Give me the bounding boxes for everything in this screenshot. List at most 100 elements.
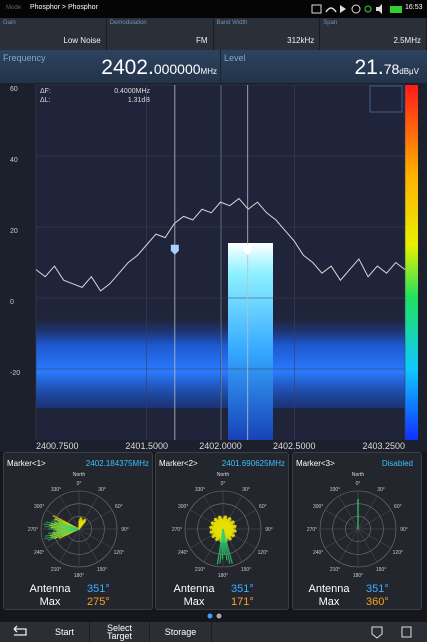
level-value: 21.78dBμV: [354, 56, 419, 80]
frequency-unit: MHz: [201, 67, 217, 76]
back-button[interactable]: [0, 622, 40, 642]
polar-spoke: [358, 496, 377, 529]
page-dot[interactable]: [208, 614, 213, 619]
color-bar: [405, 85, 418, 440]
spectrum-chart: ΔF: 0.4000MHz ΔL: 1.31dB 6040200-202400.…: [0, 83, 427, 452]
x-tick-label: 2403.2500: [362, 441, 405, 451]
polar-angle-label: 30°: [377, 487, 385, 493]
polar-angle-label: 150°: [376, 567, 386, 573]
readout-label: Antenna: [21, 583, 79, 595]
y-tick-label: 20: [10, 228, 18, 235]
polar-angle-label: 300°: [178, 504, 188, 510]
polar-angle-label: 210°: [195, 567, 205, 573]
polar-spoke: [358, 529, 377, 562]
marker-frequency: 2401.690625MHz: [222, 459, 285, 468]
polar-angle-label: 180°: [74, 573, 84, 577]
polar-angle-label: 330°: [195, 487, 205, 493]
polar-angle-label: 150°: [97, 567, 107, 573]
x-tick-label: 2402.0000: [199, 441, 242, 451]
status-bar: Mode Phosphor > Phosphor 16:53: [0, 0, 427, 18]
level-label: Level: [224, 53, 246, 63]
frequency-minor: 000000: [154, 61, 201, 77]
marker-name: Marker<2>: [159, 459, 198, 468]
polar-angle-label: 120°: [114, 550, 124, 556]
x-tick-label: 2402.5000: [273, 441, 316, 451]
toolbar-icons: [362, 622, 427, 642]
polar-angle-label: 300°: [313, 504, 323, 510]
polar-angle-label: 240°: [313, 550, 323, 556]
polar-spoke: [79, 529, 112, 548]
polar-spoke: [339, 496, 358, 529]
parameter-label: Band Width: [217, 20, 248, 26]
polar-angle-label: 60°: [259, 504, 267, 510]
readout-value: 351°: [366, 583, 389, 595]
readout-value: 351°: [231, 583, 254, 595]
polar-angle-label: 120°: [393, 550, 403, 556]
toolbar-button[interactable]: Start: [40, 622, 90, 642]
page-dot[interactable]: [217, 614, 222, 619]
readout-value: 171°: [231, 596, 254, 608]
icon: [376, 4, 382, 14]
polar-angle-label: 90°: [400, 527, 408, 533]
parameter-label: Gain: [3, 20, 16, 26]
level-unit: dBμV: [399, 67, 419, 76]
polar-spoke: [325, 510, 358, 529]
frequency-value: 2402.000000MHz: [101, 56, 217, 80]
readout-value: 275°: [87, 596, 110, 608]
toolbar: StartSelect TargetStorage: [0, 622, 427, 642]
marker-frequency: 2402.184375MHz: [86, 459, 149, 468]
level-cell[interactable]: Level 21.78dBμV: [221, 50, 427, 83]
icon: [390, 6, 402, 13]
polar-plot: 0°30°60°90°120°150°180°210°240°270°300°3…: [156, 477, 290, 577]
x-tick-label: 2400.7500: [36, 441, 79, 451]
y-tick-label: -20: [10, 370, 20, 377]
toolbar-button[interactable]: Storage: [150, 622, 212, 642]
polar-angle-label: 210°: [330, 567, 340, 573]
marker-frequency-value: 2402.184375: [86, 459, 133, 468]
polar-angle-label: 60°: [394, 504, 402, 510]
icon: [312, 5, 321, 13]
marker-name: Marker<1>: [7, 459, 46, 468]
delta-f: 0.4000MHz: [114, 88, 150, 95]
parameter-value: FM: [196, 36, 208, 45]
y-tick-label: 60: [10, 86, 18, 93]
readout-label: Antenna: [165, 583, 223, 595]
shield-icon[interactable]: [372, 627, 382, 638]
readout-label: Max: [165, 596, 223, 608]
frequency-major: 2402.: [101, 56, 154, 79]
polar-angle-label: 270°: [172, 527, 182, 533]
polar-angle-label: 30°: [242, 487, 250, 493]
polar-angle-label: 0°: [77, 481, 82, 487]
parameter-cell[interactable]: Gain Low Noise: [0, 18, 107, 50]
parameter-label: Span: [323, 20, 337, 26]
polar-angle-label: 180°: [218, 573, 228, 577]
marker-frequency-value: 2401.690625: [222, 459, 269, 468]
frequency-cell[interactable]: Frequency 2402.000000MHz: [0, 50, 221, 83]
level-minor: 78: [384, 61, 400, 77]
delta-f-label: ΔF:: [40, 88, 51, 95]
page: Phosphor spectrum html, body { margin: 0…: [0, 0, 427, 642]
list-icon[interactable]: [402, 627, 411, 637]
polar-angle-label: 240°: [34, 550, 44, 556]
polar-angle-label: 270°: [28, 527, 38, 533]
polar-angle-label: 120°: [258, 550, 268, 556]
parameter-value: Low Noise: [63, 36, 100, 45]
page-dots: [205, 612, 225, 620]
toolbar-button[interactable]: Select Target: [90, 622, 150, 642]
polar-angle-label: 0°: [221, 481, 226, 487]
polar-angle-label: 60°: [115, 504, 123, 510]
icon: [352, 5, 360, 13]
readout-label: Antenna: [300, 583, 358, 595]
mode-path: Phosphor > Phosphor: [30, 4, 98, 11]
polar-angle-label: 30°: [98, 487, 106, 493]
polar-angle-label: 0°: [356, 481, 361, 487]
level-major: 21.: [354, 56, 383, 79]
polar-plot: 0°30°60°90°120°150°180°210°240°270°300°3…: [4, 477, 154, 577]
